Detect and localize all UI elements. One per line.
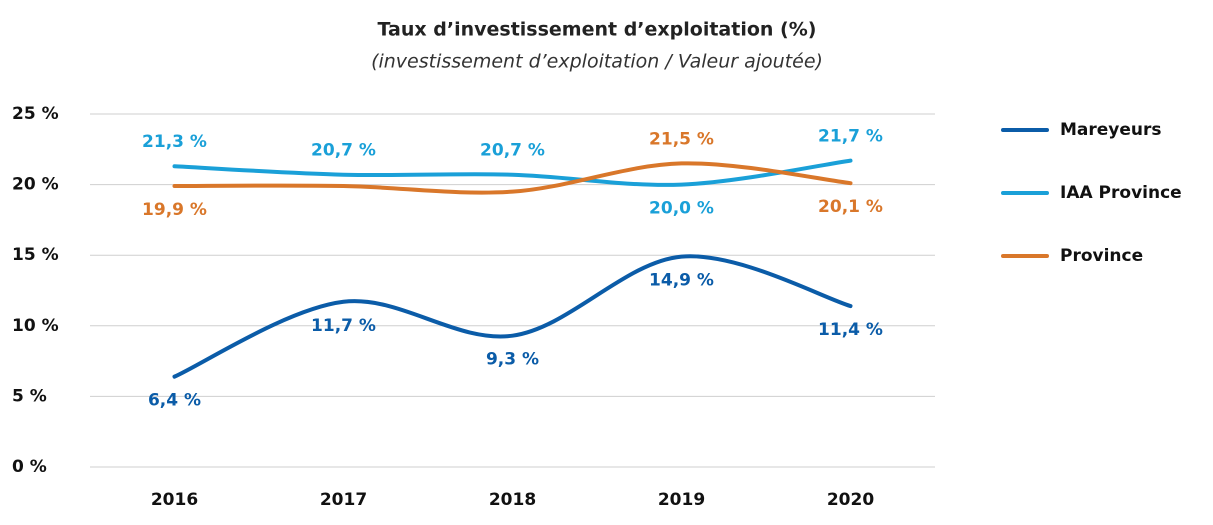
data-label: 20,7 % [311, 141, 376, 161]
chart-title: Taux d’investissement d’exploitation (%) [378, 19, 817, 41]
data-label: 21,5 % [649, 129, 714, 149]
y-tick-label: 10 % [12, 316, 59, 336]
data-label: 21,3 % [142, 132, 207, 152]
y-tick-label: 15 % [12, 245, 59, 265]
legend-label: Mareyeurs [1060, 120, 1162, 140]
x-tick-label: 2016 [151, 490, 198, 510]
chart-subtitle: (investissement d’exploitation / Valeur … [371, 51, 823, 73]
data-label: 21,7 % [818, 127, 883, 147]
y-tick-label: 25 % [12, 104, 59, 124]
legend-label: IAA Province [1060, 183, 1182, 203]
data-label: 11,7 % [311, 316, 376, 336]
x-tick-label: 2018 [489, 490, 536, 510]
x-tick-label: 2017 [320, 490, 367, 510]
legend-label: Province [1060, 246, 1143, 266]
data-label: 20,1 % [818, 197, 883, 217]
y-tick-label: 20 % [12, 175, 59, 195]
data-label: 11,4 % [818, 320, 883, 340]
y-tick-label: 5 % [12, 386, 47, 406]
data-label: 6,4 % [148, 391, 201, 411]
y-tick-label: 0 % [12, 457, 47, 477]
series-line [172, 161, 853, 195]
data-label: 9,3 % [486, 350, 539, 370]
data-label: 20,7 % [480, 141, 545, 161]
x-tick-label: 2020 [827, 490, 874, 510]
series-line [172, 158, 853, 187]
data-label: 14,9 % [649, 271, 714, 291]
series-line [172, 254, 853, 379]
data-label: 19,9 % [142, 200, 207, 220]
x-tick-label: 2019 [658, 490, 705, 510]
data-label: 20,0 % [649, 199, 714, 219]
